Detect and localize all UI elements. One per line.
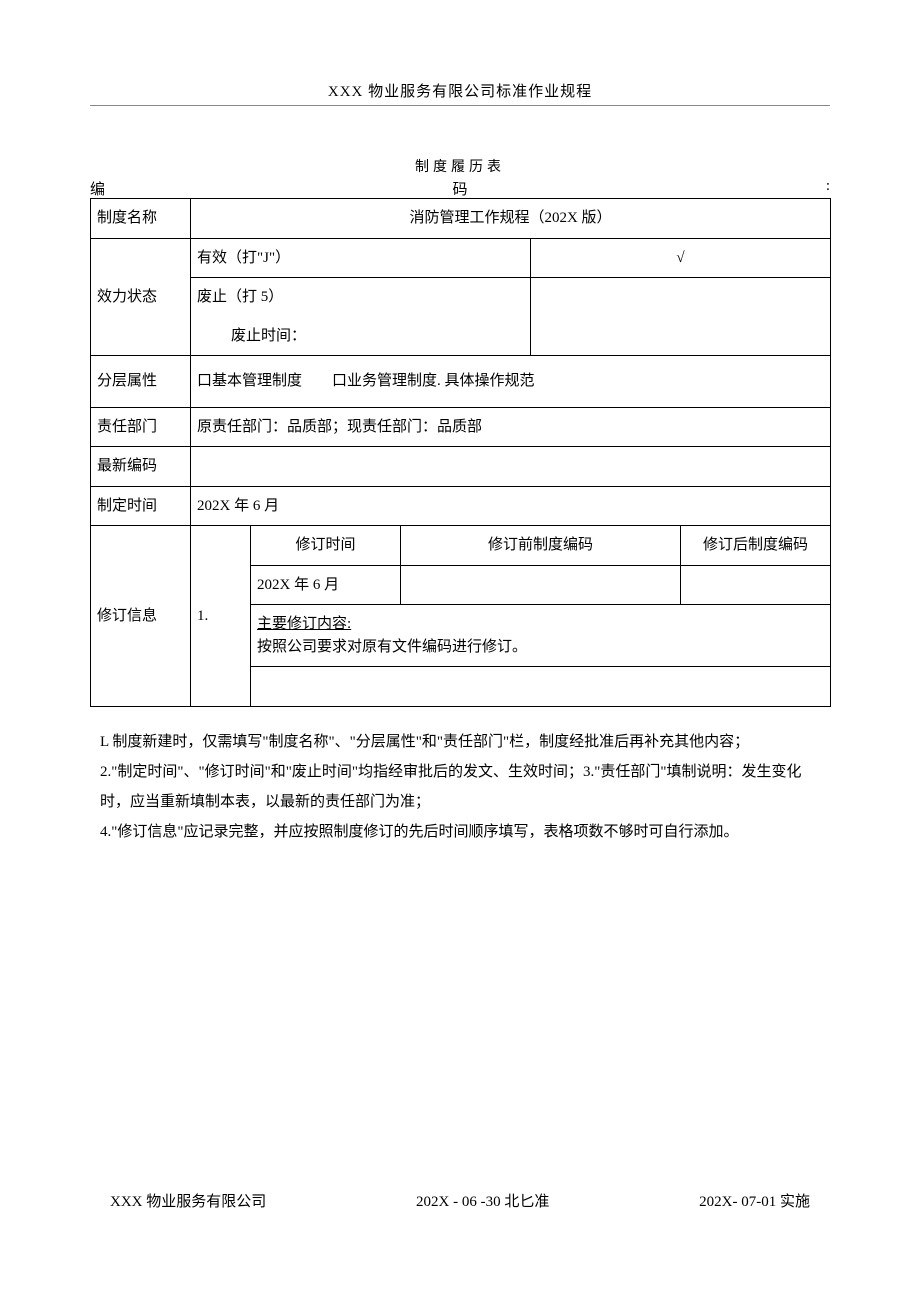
- revision-postcode-value: [681, 565, 831, 605]
- history-table: 制度名称 消防管理工作规程（202X 版） 效力状态 有效（打"J"） √ 废止…: [90, 198, 831, 707]
- footer-effective-date: 202X- 07-01 实施: [699, 1190, 810, 1211]
- abolish-time-label: 废止时间：: [191, 317, 531, 356]
- code-label-mid: 码: [452, 178, 467, 199]
- abolish-mark-cell: [531, 278, 831, 356]
- revision-num: 1.: [191, 526, 251, 707]
- revision-time-value: 202X 年 6 月: [251, 565, 401, 605]
- note-1: L 制度新建时，仅需填写"制度名称"、"分层属性"和"责任部门"栏，制度经批准后…: [100, 727, 820, 757]
- latest-code-label: 最新编码: [91, 447, 191, 487]
- footer-company: XXX 物业服务有限公司: [110, 1190, 266, 1211]
- revision-precode-value: [401, 565, 681, 605]
- system-name-label: 制度名称: [91, 199, 191, 239]
- layer-label: 分层属性: [91, 356, 191, 408]
- notes-section: L 制度新建时，仅需填写"制度名称"、"分层属性"和"责任部门"栏，制度经批准后…: [90, 727, 830, 847]
- revision-postcode-header: 修订后制度编码: [681, 526, 831, 566]
- revision-content-text: 按照公司要求对原有文件编码进行修订。: [257, 639, 527, 655]
- code-row: 编 码 :: [90, 178, 830, 196]
- system-name-value: 消防管理工作规程（202X 版）: [191, 199, 831, 239]
- code-label-left: 编: [90, 178, 105, 199]
- header-underline: [90, 105, 830, 106]
- document-header: XXX 物业服务有限公司标准作业规程: [90, 80, 830, 101]
- footer-approve-date: 202X - 06 -30 北匕准: [416, 1190, 549, 1211]
- dept-value: 原责任部门：品质部；现责任部门：品质部: [191, 407, 831, 447]
- validity-row-2: 废止（打 5）: [91, 278, 831, 317]
- revision-content-label: 主要修订内容:: [257, 616, 351, 632]
- note-2: 2."制定时间"、"修订时间"和"废止时间"均指经审批后的发文、生效时间；3."…: [100, 757, 820, 817]
- valid-mark: √: [531, 238, 831, 278]
- revision-header-row: 修订信息 1. 修订时间 修订前制度编码 修订后制度编码: [91, 526, 831, 566]
- validity-row-1: 效力状态 有效（打"J"） √: [91, 238, 831, 278]
- create-time-label: 制定时间: [91, 486, 191, 526]
- code-colon: :: [826, 178, 830, 195]
- create-time-value: 202X 年 6 月: [191, 486, 831, 526]
- create-time-row: 制定时间 202X 年 6 月: [91, 486, 831, 526]
- dept-label: 责任部门: [91, 407, 191, 447]
- valid-label: 有效（打"J"）: [191, 238, 531, 278]
- abolish-label: 废止（打 5）: [191, 278, 531, 317]
- note-3: 4."修订信息"应记录完整，并应按照制度修订的先后时间顺序填写，表格项数不够时可…: [100, 817, 820, 847]
- dept-row: 责任部门 原责任部门：品质部；现责任部门：品质部: [91, 407, 831, 447]
- latest-code-row: 最新编码: [91, 447, 831, 487]
- revision-precode-header: 修订前制度编码: [401, 526, 681, 566]
- revision-label: 修订信息: [91, 526, 191, 707]
- footer: XXX 物业服务有限公司 202X - 06 -30 北匕准 202X- 07-…: [90, 1190, 830, 1211]
- revision-content-cell: 主要修订内容: 按照公司要求对原有文件编码进行修订。: [251, 605, 831, 667]
- latest-code-value: [191, 447, 831, 487]
- revision-empty-cell: [251, 667, 831, 707]
- table-title: 制度履历表: [90, 156, 830, 176]
- system-name-row: 制度名称 消防管理工作规程（202X 版）: [91, 199, 831, 239]
- revision-time-header: 修订时间: [251, 526, 401, 566]
- validity-label: 效力状态: [91, 238, 191, 356]
- layer-value: 口基本管理制度 口业务管理制度. 具体操作规范: [191, 356, 831, 408]
- layer-row: 分层属性 口基本管理制度 口业务管理制度. 具体操作规范: [91, 356, 831, 408]
